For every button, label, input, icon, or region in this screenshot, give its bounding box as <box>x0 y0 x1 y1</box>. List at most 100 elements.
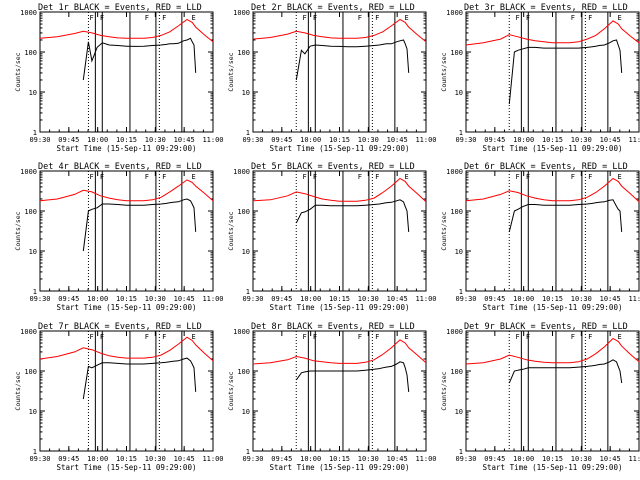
x-tick-label: 10:00 <box>513 455 534 463</box>
events-series-line <box>295 199 410 232</box>
y-tick-label: 100 <box>237 49 250 57</box>
y-tick-label: 1000 <box>20 9 37 17</box>
flag-f-label: F <box>375 173 379 181</box>
x-tick-label: 10:00 <box>300 455 321 463</box>
y-axis-label: Counts/sec <box>14 211 22 250</box>
plot-title: Det 4r BLACK = Events, RED = LLD <box>38 162 202 172</box>
plot-frame <box>39 330 214 452</box>
x-tick-label: 10:30 <box>145 455 166 463</box>
x-tick-label: 09:30 <box>242 136 263 144</box>
x-tick-label: 09:30 <box>242 455 263 463</box>
flag-e-label: E <box>192 14 196 22</box>
y-tick-label: 1 <box>33 129 37 137</box>
y-axis-label: Counts/sec <box>440 211 448 250</box>
flag-f-label: F <box>588 173 592 181</box>
x-tick-label: 10:45 <box>174 295 195 303</box>
x-tick-label: 11:00 <box>202 295 223 303</box>
x-tick-label: 09:30 <box>455 136 476 144</box>
y-tick-label: 1000 <box>446 168 463 176</box>
plot-frame <box>252 330 427 452</box>
plot-title: Det 2r BLACK = Events, RED = LLD <box>251 3 415 13</box>
x-tick-label: 09:45 <box>484 455 505 463</box>
x-tick-label: 10:45 <box>600 136 621 144</box>
x-axis-label: Start Time (15-Sep-11 09:29:00) <box>57 463 197 472</box>
y-tick-label: 100 <box>237 368 250 376</box>
x-tick-label: 10:15 <box>542 295 563 303</box>
x-tick-label: 10:00 <box>87 455 108 463</box>
flag-f-label: F <box>89 173 93 181</box>
y-tick-label: 1 <box>33 288 37 296</box>
lld-series-line <box>39 18 214 43</box>
x-tick-label: 10:15 <box>116 455 137 463</box>
panel-6: Det 6r BLACK = Events, RED = LLD 1 10 100 10… <box>440 162 640 312</box>
flag-f-label: F <box>100 173 104 181</box>
x-tick-label: 10:00 <box>87 136 108 144</box>
flag-f-label: F <box>313 173 317 181</box>
y-tick-label: 10 <box>29 89 37 97</box>
panel-3: Det 3r BLACK = Events, RED = LLD 1 10 100 10… <box>440 3 640 153</box>
plot-frame <box>465 170 640 292</box>
x-tick-label: 11:00 <box>415 295 436 303</box>
y-tick-label: 10 <box>455 408 463 416</box>
y-tick-label: 10 <box>29 408 37 416</box>
events-series-line <box>82 198 197 252</box>
y-tick-label: 1 <box>246 129 250 137</box>
y-axis-label: Counts/sec <box>227 211 235 250</box>
y-axis-label: Counts/sec <box>440 371 448 410</box>
x-tick-label: 10:00 <box>513 136 534 144</box>
flag-f-label: F <box>358 173 362 181</box>
y-axis-label: Counts/sec <box>227 371 235 410</box>
x-axis-label: Start Time (15-Sep-11 09:29:00) <box>483 303 623 312</box>
plot-frame <box>39 11 214 133</box>
y-tick-label: 1000 <box>446 9 463 17</box>
events-series-line <box>82 357 197 400</box>
flag-e-label: E <box>405 333 409 341</box>
events-series-line <box>295 39 410 81</box>
x-tick-label: 10:45 <box>600 455 621 463</box>
x-tick-label: 09:30 <box>29 136 50 144</box>
x-tick-label: 11:00 <box>202 455 223 463</box>
y-tick-label: 10 <box>455 248 463 256</box>
y-axis-label: Counts/sec <box>227 52 235 91</box>
flag-f-label: F <box>515 14 519 22</box>
flag-e-label: E <box>405 14 409 22</box>
flag-e-label: E <box>192 333 196 341</box>
x-tick-label: 11:00 <box>628 295 640 303</box>
x-axis-label: Start Time (15-Sep-11 09:29:00) <box>483 463 623 472</box>
x-tick-label: 10:30 <box>145 295 166 303</box>
panel-4: Det 4r BLACK = Events, RED = LLD 1 10 100 10… <box>14 162 224 312</box>
x-tick-label: 11:00 <box>628 455 640 463</box>
flag-f-label: F <box>100 14 104 22</box>
plot-frame <box>252 170 427 292</box>
x-tick-label: 09:30 <box>242 295 263 303</box>
x-tick-label: 09:45 <box>484 295 505 303</box>
x-tick-label: 10:30 <box>358 136 379 144</box>
flag-f-label: F <box>358 14 362 22</box>
y-tick-label: 100 <box>24 208 37 216</box>
plot-title: Det 1r BLACK = Events, RED = LLD <box>38 3 202 13</box>
x-tick-label: 10:30 <box>571 455 592 463</box>
y-tick-label: 100 <box>450 49 463 57</box>
flag-f-label: F <box>375 14 379 22</box>
plot-title: Det 3r BLACK = Events, RED = LLD <box>464 3 628 13</box>
x-tick-label: 10:15 <box>329 295 350 303</box>
y-tick-label: 1000 <box>20 328 37 336</box>
flag-f-label: F <box>302 333 306 341</box>
flag-f-label: F <box>89 14 93 22</box>
x-tick-label: 11:00 <box>415 136 436 144</box>
y-tick-label: 1 <box>246 288 250 296</box>
y-tick-label: 10 <box>242 408 250 416</box>
x-tick-label: 10:45 <box>600 295 621 303</box>
x-tick-label: 10:00 <box>300 136 321 144</box>
plot-title: Det 8r BLACK = Events, RED = LLD <box>251 322 415 332</box>
flag-f-label: F <box>358 333 362 341</box>
x-axis-label: Start Time (15-Sep-11 09:29:00) <box>270 144 410 153</box>
x-tick-label: 11:00 <box>628 136 640 144</box>
x-tick-label: 11:00 <box>415 455 436 463</box>
y-tick-label: 100 <box>450 208 463 216</box>
panel-1: Det 1r BLACK = Events, RED = LLD 1 10 100 10… <box>14 3 224 153</box>
y-tick-label: 100 <box>24 368 37 376</box>
y-tick-label: 100 <box>24 49 37 57</box>
flag-f-label: F <box>526 14 530 22</box>
